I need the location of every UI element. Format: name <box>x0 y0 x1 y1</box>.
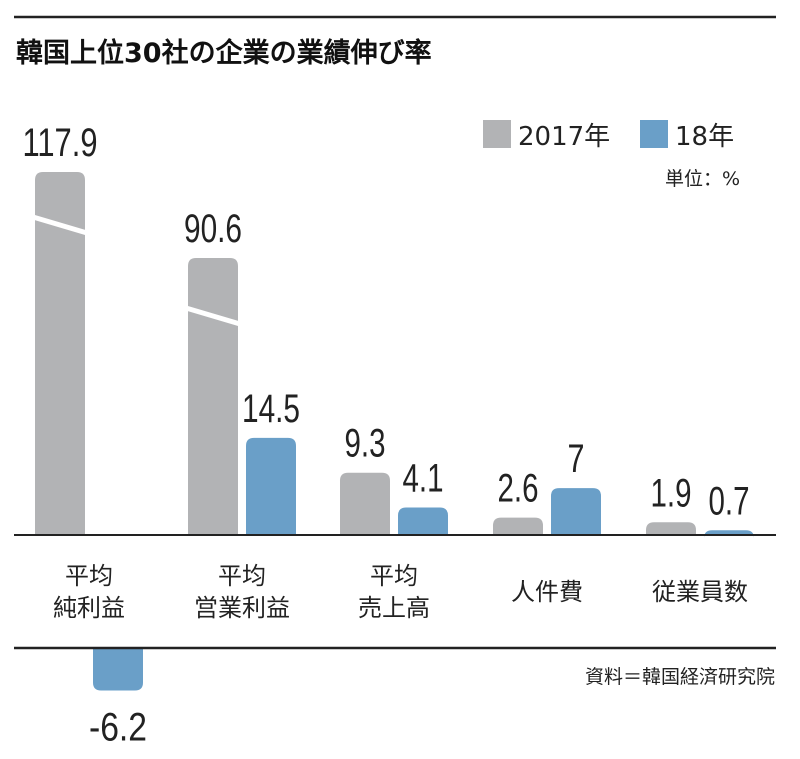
data-label: 90.6 <box>184 207 242 251</box>
legend-label-2017: 2017年 <box>518 122 610 152</box>
bar-2018-negative <box>93 649 143 691</box>
data-label: 7 <box>568 437 585 481</box>
chart-title: 韓国上位30社の企業の業績伸び率 <box>16 37 432 69</box>
category-label: 平均 <box>65 562 113 590</box>
data-label: 4.1 <box>403 457 444 501</box>
axis-break-mark <box>185 305 241 327</box>
bar-2018 <box>551 488 601 535</box>
data-label: 0.7 <box>709 479 750 523</box>
category-label: 純利益 <box>53 594 125 622</box>
category-label: 営業利益 <box>194 594 290 622</box>
legend-label-2018: 18年 <box>675 122 734 152</box>
legend-swatch-2018 <box>640 120 668 148</box>
data-label: 9.3 <box>345 422 386 466</box>
data-label: 1.9 <box>651 471 692 515</box>
bar-2017 <box>35 172 85 535</box>
legend-swatch-2017 <box>483 120 511 148</box>
category-label: 従業員数 <box>652 578 748 606</box>
bar-2017 <box>646 522 696 535</box>
category-label: 人件費 <box>511 578 583 606</box>
data-label: 2.6 <box>498 467 539 511</box>
category-label: 平均 <box>370 562 418 590</box>
data-label: -6.2 <box>89 706 147 750</box>
data-label: 14.5 <box>242 387 300 431</box>
bar-2017 <box>188 258 238 535</box>
category-label: 売上高 <box>358 594 430 622</box>
bar-2018 <box>398 507 448 535</box>
data-label: 117.9 <box>23 121 98 165</box>
axis-break-mark <box>32 214 88 236</box>
bar-2017 <box>493 517 543 535</box>
source-note: 資料＝韓国経済研究院 <box>585 666 775 688</box>
unit-label: 単位：% <box>665 168 740 190</box>
bar-2018 <box>246 437 296 535</box>
category-label: 平均 <box>218 562 266 590</box>
bar-2017 <box>340 472 390 535</box>
